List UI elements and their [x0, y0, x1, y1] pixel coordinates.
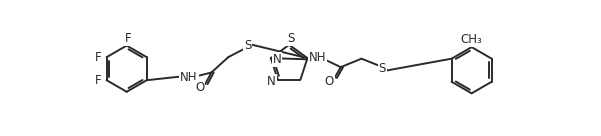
Text: O: O: [325, 75, 334, 88]
Text: S: S: [244, 39, 251, 52]
Text: N: N: [267, 75, 276, 88]
Text: O: O: [195, 81, 204, 94]
Text: NH: NH: [180, 71, 198, 84]
Text: F: F: [95, 74, 102, 87]
Text: S: S: [287, 32, 294, 45]
Text: NH: NH: [309, 51, 326, 64]
Text: F: F: [125, 32, 132, 45]
Text: F: F: [95, 51, 102, 64]
Text: N: N: [273, 53, 281, 66]
Text: S: S: [379, 62, 386, 75]
Text: CH₃: CH₃: [461, 33, 483, 46]
